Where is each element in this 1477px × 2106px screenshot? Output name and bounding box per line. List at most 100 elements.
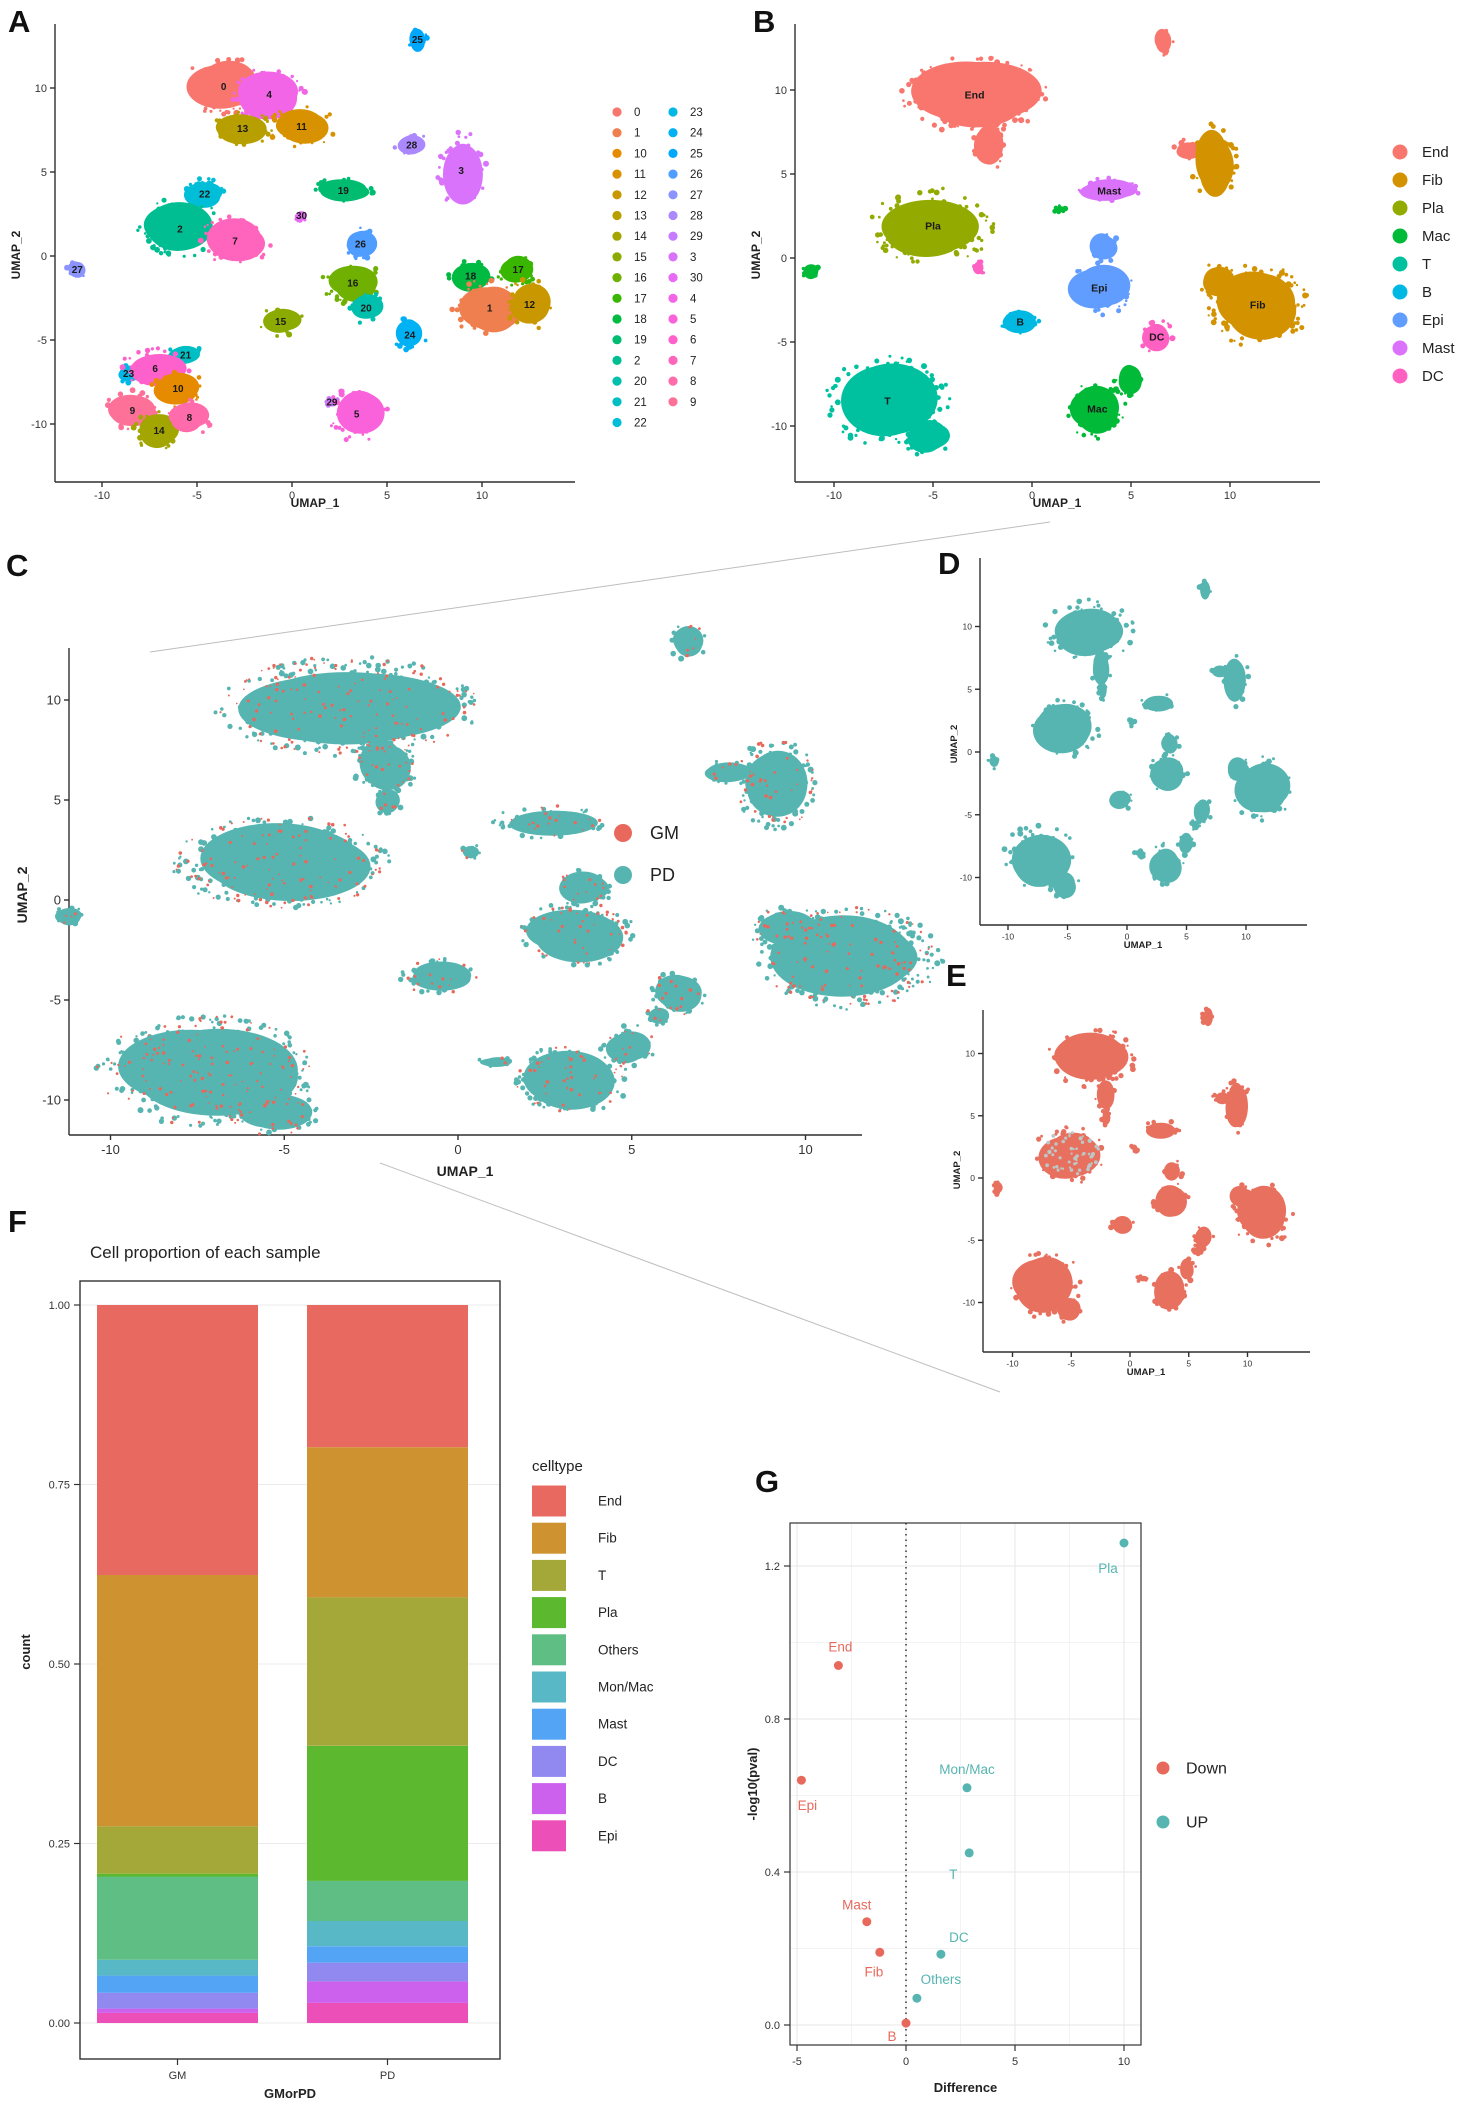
svg-text:3: 3	[690, 252, 696, 264]
svg-text:10: 10	[47, 693, 61, 708]
panel-label-c: C	[6, 548, 29, 583]
svg-text:29: 29	[690, 231, 703, 243]
panel-f-plot: 1.00 0.75 0.50 0.25 0.00 GM PD GMorPD count	[18, 1280, 501, 2101]
svg-text:PD: PD	[650, 865, 675, 885]
svg-text:Difference: Difference	[934, 2080, 998, 2095]
svg-text:Mast: Mast	[1097, 185, 1121, 197]
svg-text:Pla: Pla	[1422, 200, 1444, 217]
svg-text:26: 26	[690, 169, 703, 181]
svg-text:DC: DC	[949, 1930, 969, 1945]
svg-text:5: 5	[54, 793, 61, 808]
panel-d-clusters	[986, 578, 1292, 900]
svg-text:UMAP_1: UMAP_1	[1124, 940, 1163, 951]
svg-text:-10: -10	[826, 490, 842, 502]
svg-text:16: 16	[634, 273, 647, 285]
svg-text:30: 30	[690, 273, 703, 285]
svg-text:5: 5	[384, 490, 390, 502]
svg-text:29: 29	[326, 398, 338, 409]
svg-text:13: 13	[634, 211, 647, 223]
svg-text:9: 9	[130, 406, 136, 417]
svg-text:15: 15	[275, 317, 287, 328]
svg-text:27: 27	[72, 265, 84, 276]
svg-text:B: B	[1016, 316, 1024, 328]
panel-g-points: Pla End Epi Mon/Mac T Mast Fib DC Others B	[796, 1538, 1129, 2044]
svg-text:-10: -10	[42, 1093, 61, 1108]
svg-text:11: 11	[634, 169, 646, 181]
svg-text:17: 17	[513, 265, 525, 276]
svg-text:GM: GM	[169, 2070, 187, 2082]
svg-text:3: 3	[458, 166, 464, 177]
svg-text:Epi: Epi	[598, 1828, 618, 1843]
svg-text:25: 25	[690, 148, 703, 160]
panel-b-cluster-labels: End Fib Pla Mast Epi B DC T Mac	[884, 90, 1265, 416]
svg-text:UMAP_2: UMAP_2	[9, 230, 23, 279]
svg-text:UMAP_1: UMAP_1	[1033, 496, 1082, 510]
svg-text:1.2: 1.2	[765, 1561, 780, 1573]
svg-text:Mon/Mac: Mon/Mac	[598, 1680, 654, 1695]
svg-text:24: 24	[690, 128, 703, 140]
svg-text:27: 27	[690, 190, 703, 202]
svg-text:0: 0	[289, 490, 295, 502]
svg-text:0: 0	[41, 251, 47, 263]
svg-text:T: T	[884, 395, 891, 407]
svg-text:DC: DC	[1422, 368, 1444, 385]
panel-b-clusters	[801, 28, 1310, 457]
svg-text:10: 10	[1243, 1359, 1253, 1369]
svg-text:30: 30	[296, 211, 308, 222]
svg-text:Fib: Fib	[598, 1531, 617, 1546]
svg-text:14: 14	[634, 231, 647, 243]
svg-text:0.0: 0.0	[765, 2020, 780, 2032]
panel-g-legend: Down UP	[1156, 1761, 1227, 1832]
svg-text:Mon/Mac: Mon/Mac	[939, 1762, 995, 1777]
svg-text:-10: -10	[94, 490, 110, 502]
svg-text:10: 10	[172, 384, 184, 395]
svg-text:End: End	[828, 1639, 852, 1654]
svg-text:UMAP_1: UMAP_1	[1127, 1367, 1166, 1378]
panel-f-legend: celltype End Fib T Pla Others Mon/Mac Mast DC B Ep…	[532, 1458, 654, 1852]
svg-text:-5: -5	[967, 1235, 975, 1245]
panel-g-plot: Pla End Epi Mon/Mac T Mast Fib DC Others B -5 0 5 10 0…	[745, 1522, 1142, 2095]
svg-text:Mast: Mast	[842, 1898, 872, 1913]
panel-d-axes: -10 -5 0 5 10 10 5 0 -5 -10 UMAP_1 UMAP_2	[949, 558, 1307, 951]
panel-label-f: F	[8, 1204, 27, 1239]
svg-text:Epi: Epi	[798, 1798, 818, 1813]
svg-text:-10: -10	[963, 1298, 976, 1308]
svg-text:-10: -10	[1002, 932, 1015, 942]
svg-text:Mac: Mac	[1087, 404, 1108, 416]
panel-e-clusters	[991, 1006, 1295, 1324]
panel-f-bars	[97, 1305, 468, 2023]
svg-text:Pla: Pla	[1098, 1561, 1118, 1576]
svg-text:-5: -5	[192, 490, 202, 502]
panel-f-axis: 1.00 0.75 0.50 0.25 0.00 GM PD GMorPD count	[18, 1300, 395, 2101]
svg-text:26: 26	[355, 240, 367, 251]
svg-text:Mast: Mast	[1422, 340, 1455, 357]
panel-b-axes: -10 -5 0 5 10 10 5 0 -5 -10 UMAP_1 UMAP_2	[749, 24, 1320, 510]
svg-text:Others: Others	[921, 1972, 962, 1987]
svg-text:Mast: Mast	[598, 1717, 628, 1732]
svg-text:DC: DC	[598, 1754, 618, 1769]
svg-text:-5: -5	[964, 810, 972, 820]
svg-text:-10: -10	[771, 421, 787, 433]
svg-text:End: End	[965, 90, 985, 102]
svg-text:-5: -5	[792, 2056, 802, 2068]
svg-text:-5: -5	[928, 490, 938, 502]
svg-text:8: 8	[187, 413, 193, 424]
svg-text:5: 5	[1012, 2056, 1018, 2068]
svg-text:23: 23	[123, 369, 135, 380]
svg-text:Mac: Mac	[1422, 228, 1451, 245]
svg-text:20: 20	[634, 376, 647, 388]
svg-text:Fib: Fib	[1250, 300, 1266, 312]
svg-text:9: 9	[690, 397, 696, 409]
svg-text:5: 5	[41, 167, 47, 179]
svg-text:24: 24	[404, 330, 416, 341]
svg-text:0.00: 0.00	[49, 2018, 70, 2030]
svg-text:PD: PD	[380, 2070, 395, 2082]
svg-text:5: 5	[354, 409, 360, 420]
svg-text:25: 25	[412, 35, 424, 46]
svg-text:UMAP_2: UMAP_2	[749, 230, 763, 279]
panel-label-g: G	[755, 1464, 780, 1499]
svg-text:10: 10	[966, 1049, 976, 1059]
